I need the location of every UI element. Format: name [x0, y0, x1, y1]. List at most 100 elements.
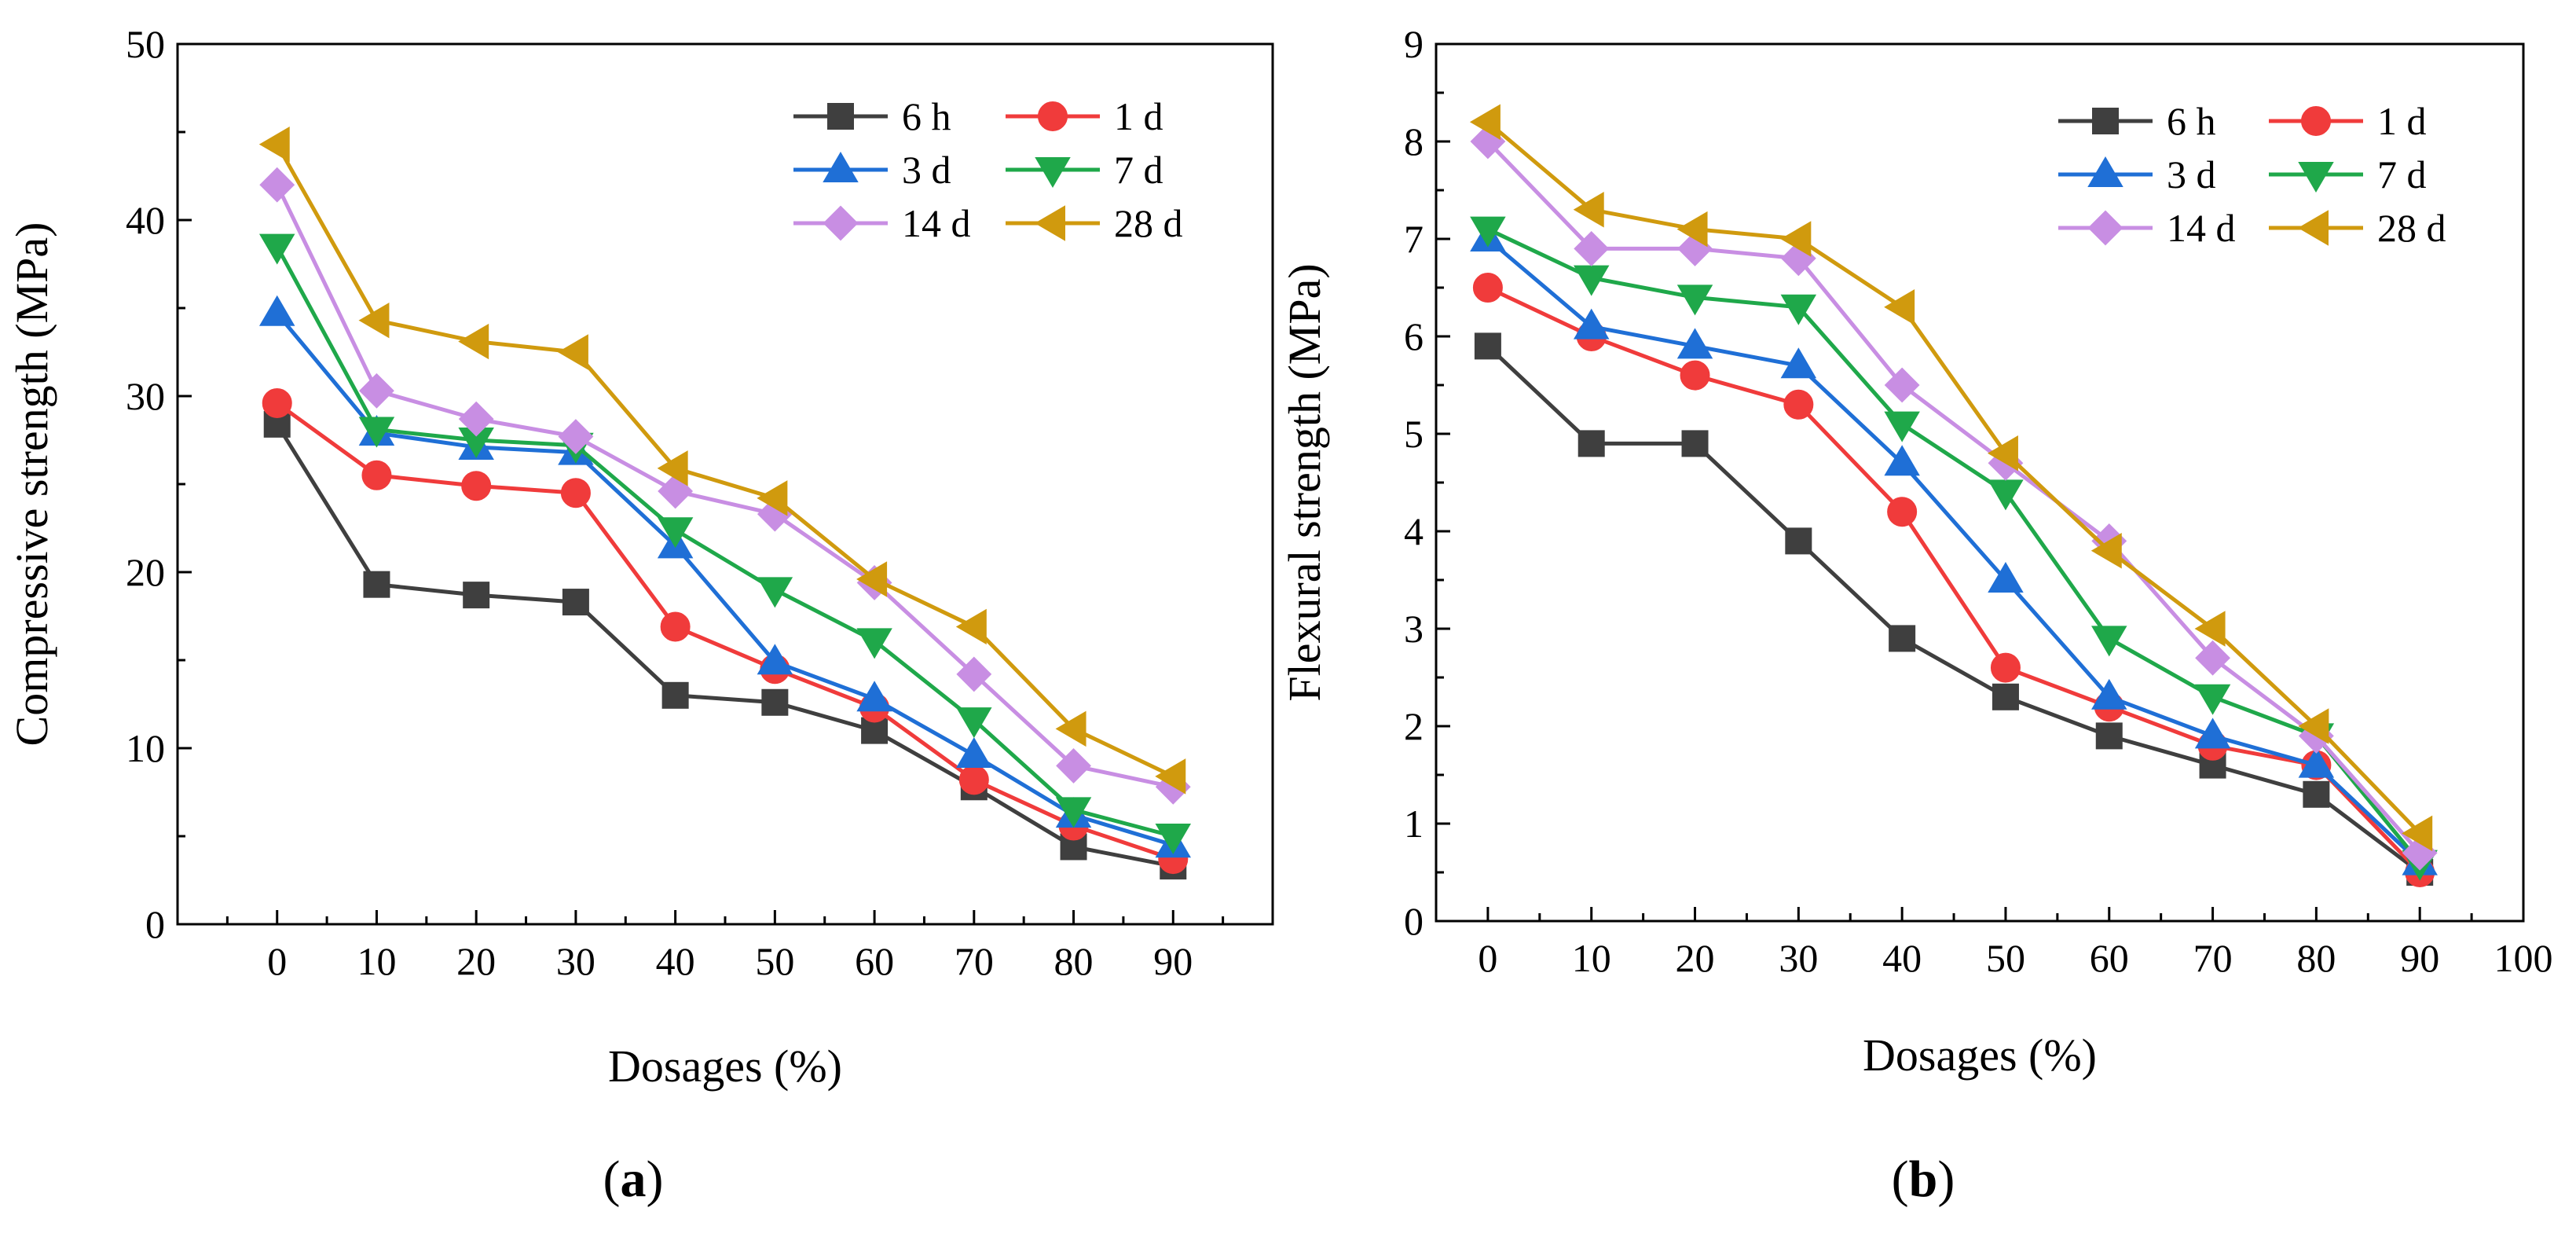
legend-marker — [1035, 157, 1071, 188]
data-point — [1988, 562, 2024, 593]
legend-marker — [2092, 108, 2119, 134]
data-point — [1992, 683, 2019, 710]
panel-label: (a) — [603, 1151, 664, 1208]
data-point — [359, 373, 394, 409]
y-tick-label: 20 — [126, 550, 165, 594]
legend: 6 h 1 d 3 d 7 d 14 d 28 d — [2058, 99, 2446, 250]
legend-marker — [823, 152, 859, 182]
data-point — [1884, 367, 1920, 403]
series-line — [275, 184, 1174, 789]
series-line — [275, 423, 1174, 868]
panel-letter: b — [1909, 1151, 1938, 1208]
y-tick-label: 30 — [126, 374, 165, 418]
data-point — [1574, 230, 1610, 266]
series-7d — [258, 233, 1192, 854]
data-point — [1155, 824, 1192, 854]
data-point — [2091, 678, 2127, 710]
legend-marker — [2087, 156, 2123, 187]
y-tick-label: 0 — [1404, 899, 1424, 943]
data-point — [657, 450, 688, 486]
x-axis-title: Dosages (%) — [608, 1041, 842, 1092]
x-tick-label: 30 — [556, 939, 595, 983]
data-point — [1884, 411, 1920, 442]
x-tick-label: 70 — [2193, 936, 2233, 980]
data-point — [1884, 445, 1920, 476]
legend: 6 h 1 d 3 d 7 d 14 d 28 d — [793, 94, 1183, 245]
data-point — [2194, 611, 2226, 647]
x-axis-title: Dosages (%) — [1863, 1030, 2097, 1081]
data-point — [1785, 527, 1812, 555]
y-tick-label: 8 — [1404, 119, 1424, 163]
x-tick-label: 10 — [357, 939, 396, 983]
data-point — [562, 589, 589, 616]
data-point — [258, 126, 290, 163]
legend-label: 1 d — [2377, 99, 2427, 143]
data-point — [1780, 294, 1817, 325]
data-point — [956, 707, 992, 739]
legend-marker — [2298, 162, 2334, 193]
x-tick-label: 30 — [1779, 936, 1818, 980]
data-point — [1990, 652, 2021, 683]
data-point — [2402, 815, 2433, 852]
data-point — [361, 460, 392, 490]
data-point — [1676, 211, 1708, 248]
data-point — [1987, 435, 2018, 472]
y-tick-label: 40 — [126, 198, 165, 242]
legend-marker — [827, 103, 854, 130]
data-point — [956, 736, 992, 768]
data-point — [661, 681, 689, 709]
x-tick-label: 50 — [1986, 936, 2025, 980]
x-tick-label: 70 — [955, 939, 994, 983]
data-point — [2194, 684, 2231, 715]
series-line — [1486, 140, 2422, 854]
data-point — [657, 517, 694, 549]
legend-label: 28 d — [2377, 206, 2446, 250]
x-tick-label: 80 — [1054, 939, 1094, 983]
data-point — [1887, 497, 1918, 527]
data-point — [1889, 625, 1916, 652]
series-line — [275, 143, 1174, 779]
series-6h — [263, 410, 1187, 880]
data-point — [2194, 718, 2231, 749]
x-tick-label: 40 — [1882, 936, 1922, 980]
legend-label: 6 h — [902, 94, 951, 138]
legend-label: 14 d — [2167, 206, 2236, 250]
series-14d — [259, 167, 1191, 805]
series-line — [276, 401, 1174, 861]
data-point — [557, 334, 588, 370]
x-tick-label: 90 — [2400, 936, 2439, 980]
data-point — [259, 167, 295, 203]
data-point — [1780, 221, 1812, 257]
data-point — [1680, 360, 1710, 391]
data-point — [1055, 710, 1086, 747]
legend-label: 1 d — [1114, 94, 1163, 138]
series-line — [275, 245, 1174, 839]
data-point — [955, 608, 987, 645]
data-point — [1676, 284, 1713, 316]
data-point — [363, 571, 390, 598]
data-point — [560, 478, 591, 508]
data-point — [1055, 797, 1092, 828]
y-tick-label: 4 — [1404, 509, 1424, 553]
data-point — [1676, 328, 1713, 359]
series-line — [1486, 344, 2421, 874]
data-point — [1988, 479, 2024, 511]
legend-marker — [823, 205, 859, 241]
series-28d — [258, 126, 1186, 795]
data-point — [461, 471, 492, 501]
panel-label: (b) — [1892, 1151, 1955, 1208]
series-7d — [1470, 216, 2438, 881]
data-point — [1470, 216, 1506, 248]
data-point — [558, 419, 594, 454]
y-tick-label: 0 — [145, 902, 165, 946]
data-point — [761, 688, 789, 716]
y-tick-label: 1 — [1404, 802, 1424, 846]
series-line — [1486, 237, 2421, 864]
series-line — [1486, 120, 2421, 835]
x-tick-label: 80 — [2296, 936, 2336, 980]
series-6h — [1474, 332, 2434, 886]
x-tick-label: 40 — [656, 939, 695, 983]
y-tick-label: 10 — [126, 726, 165, 770]
data-point — [1573, 308, 1610, 340]
